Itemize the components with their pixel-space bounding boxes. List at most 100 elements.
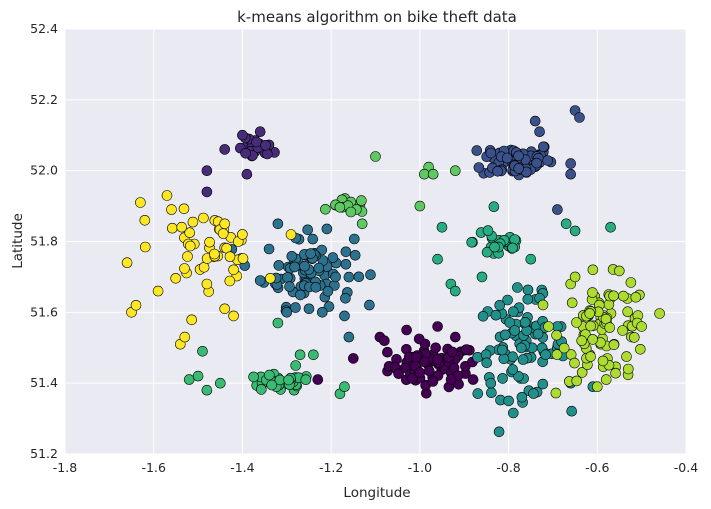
data-point — [490, 309, 502, 321]
data-point — [294, 289, 306, 301]
data-point — [217, 228, 229, 239]
data-point — [379, 335, 390, 347]
data-point — [364, 299, 375, 311]
data-point — [179, 263, 190, 274]
data-point — [308, 349, 319, 361]
data-point — [251, 136, 262, 148]
data-point — [560, 218, 572, 230]
data-point — [166, 204, 177, 215]
data-point — [528, 388, 539, 399]
data-point — [345, 206, 357, 218]
data-point — [497, 373, 508, 384]
data-point — [513, 150, 524, 162]
data-point — [565, 168, 577, 180]
data-point — [473, 162, 485, 173]
data-point — [476, 271, 488, 283]
data-point — [272, 317, 284, 329]
data-point — [449, 285, 461, 297]
data-point — [348, 233, 360, 245]
data-point — [241, 168, 253, 180]
data-point — [255, 384, 267, 395]
data-point — [525, 253, 537, 265]
data-point — [488, 201, 500, 212]
data-point — [445, 374, 457, 385]
data-point — [466, 237, 478, 248]
data-point — [522, 284, 534, 296]
data-point — [263, 369, 275, 381]
data-point — [423, 365, 435, 377]
data-point — [219, 218, 230, 230]
x-tick-label: -1.4 — [230, 460, 254, 475]
data-point — [574, 112, 585, 123]
data-point — [481, 246, 493, 258]
data-point — [537, 299, 549, 311]
y-axis-label: Latitude — [10, 213, 26, 269]
data-point — [540, 349, 551, 361]
data-point — [461, 344, 472, 355]
data-point — [449, 331, 461, 343]
data-point — [192, 370, 204, 382]
data-point — [410, 351, 422, 363]
data-point — [176, 221, 187, 233]
data-point — [186, 314, 197, 326]
data-point — [347, 353, 359, 364]
data-point — [604, 322, 616, 333]
data-point — [507, 306, 519, 318]
data-point — [529, 115, 541, 127]
data-point — [414, 200, 426, 212]
data-point — [625, 277, 637, 288]
data-point — [498, 353, 510, 365]
data-point — [406, 373, 418, 384]
data-point — [427, 168, 439, 180]
data-point — [507, 242, 518, 254]
data-point — [224, 275, 236, 287]
y-tick-label: 52.4 — [30, 21, 58, 36]
data-point — [401, 324, 412, 336]
data-point — [201, 186, 213, 198]
data-point — [185, 240, 196, 252]
data-point — [283, 374, 294, 386]
x-tick-label: -0.6 — [585, 460, 609, 475]
data-point — [585, 320, 596, 332]
data-point — [161, 190, 173, 201]
data-point — [482, 225, 494, 236]
data-point — [565, 158, 577, 169]
data-point — [370, 151, 381, 162]
data-point — [630, 291, 642, 303]
data-point — [184, 227, 195, 238]
data-point — [636, 321, 647, 332]
data-point — [201, 165, 213, 176]
data-point — [566, 297, 578, 309]
y-tick-label: 51.2 — [30, 446, 58, 461]
data-point — [485, 377, 497, 389]
data-point — [140, 241, 151, 253]
data-point — [285, 229, 297, 240]
data-point — [576, 335, 588, 347]
data-point — [135, 197, 146, 208]
data-point — [587, 334, 599, 345]
data-point — [605, 222, 616, 233]
data-point — [509, 325, 521, 336]
data-point — [502, 294, 513, 306]
data-point — [486, 387, 497, 399]
data-point — [587, 264, 599, 276]
y-tick-label: 51.4 — [30, 375, 58, 390]
data-point — [182, 251, 193, 262]
data-point — [493, 426, 505, 438]
data-point — [260, 140, 271, 151]
data-point — [316, 306, 328, 318]
y-tick-label: 52.0 — [30, 163, 58, 178]
y-tick-label: 51.8 — [30, 234, 58, 249]
x-tick-label: -0.4 — [674, 460, 698, 475]
data-point — [393, 368, 404, 380]
data-point — [654, 308, 665, 319]
data-point — [608, 339, 620, 351]
data-point — [320, 204, 331, 215]
data-point — [339, 310, 350, 322]
data-point — [517, 354, 529, 365]
data-point — [307, 233, 319, 245]
data-point — [587, 287, 598, 298]
data-point — [254, 126, 266, 137]
data-points — [121, 105, 665, 438]
data-point — [303, 303, 315, 315]
